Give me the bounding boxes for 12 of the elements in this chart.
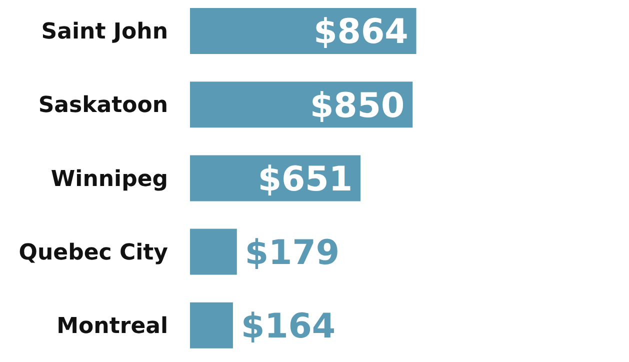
y-tick-label: Montreal [56, 314, 168, 340]
data-label: $864 [314, 12, 408, 52]
data-label: $651 [258, 159, 352, 200]
y-tick-label: Saint John [41, 20, 168, 45]
bar [190, 228, 237, 275]
y-tick-label: Quebec City [18, 240, 168, 266]
data-label: $850 [310, 86, 405, 126]
data-label: $164 [240, 306, 336, 347]
bar [190, 302, 233, 348]
y-tick-label: Winnipeg [50, 166, 168, 192]
data-label: $179 [244, 233, 340, 274]
y-tick-label: Saskatoon [38, 93, 168, 118]
